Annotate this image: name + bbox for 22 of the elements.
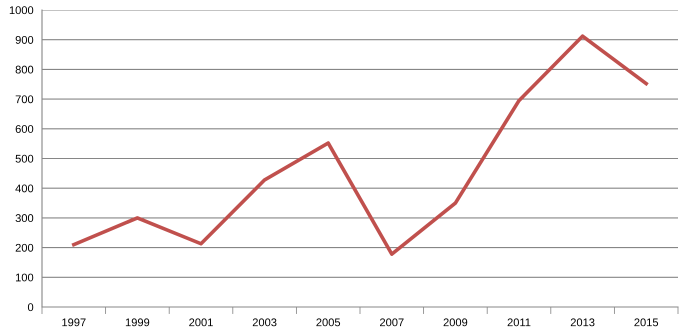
- y-tick-label: 100: [16, 274, 34, 282]
- x-tick-label: 2015: [634, 318, 658, 326]
- y-tick-label: 900: [16, 36, 34, 44]
- y-tick-label: 1000: [10, 6, 34, 14]
- x-tick-label: 2009: [444, 318, 468, 326]
- y-tick-label: 300: [16, 214, 34, 222]
- x-tick-label: 2003: [252, 318, 276, 326]
- y-tick-label: 700: [16, 95, 34, 104]
- x-tick-label: 2013: [570, 318, 594, 326]
- x-tick-label: 1997: [62, 318, 86, 326]
- y-tick-label: 400: [15, 184, 34, 192]
- x-tick-label: 2007: [380, 318, 404, 326]
- y-tick-label: 200: [16, 244, 34, 252]
- x-tick-label: 2011: [508, 318, 530, 326]
- x-tick-label: 2005: [316, 318, 340, 326]
- y-tick-label: 0: [28, 303, 34, 312]
- x-tick-label: 1999: [126, 318, 150, 326]
- y-tick-label: 500: [16, 154, 34, 163]
- y-tick-label: 600: [16, 125, 34, 133]
- x-tick-label: 2001: [189, 318, 213, 326]
- y-tick-label: 800: [16, 66, 34, 74]
- line-series: [72, 34, 648, 256]
